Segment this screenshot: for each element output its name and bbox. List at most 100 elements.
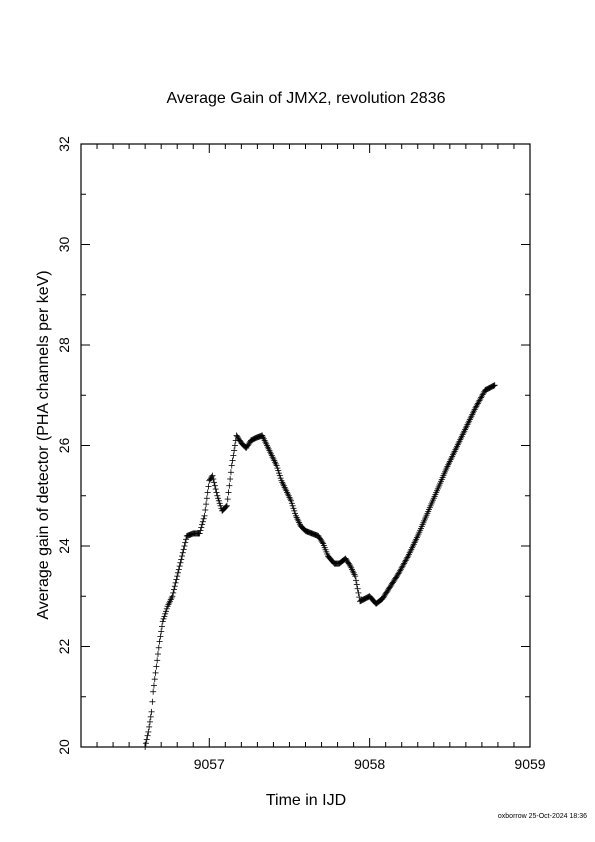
data-point (230, 452, 237, 459)
data-point (181, 543, 188, 549)
data-point (156, 638, 163, 645)
data-point (214, 492, 221, 499)
data-point (143, 736, 150, 743)
data-point (354, 585, 361, 592)
data-point (157, 633, 164, 640)
data-point (146, 723, 153, 730)
data-point (171, 586, 178, 593)
data-point (175, 566, 182, 573)
data-point (216, 500, 223, 507)
data-point (176, 563, 183, 570)
data-point (170, 589, 177, 596)
data-point (276, 472, 283, 479)
data-point (153, 663, 160, 670)
data-point (145, 728, 152, 735)
data-point (183, 536, 190, 543)
data-point (152, 669, 159, 676)
data-point (155, 644, 162, 651)
data-point (289, 502, 296, 509)
x-tick-label: 9057 (194, 756, 225, 772)
data-point (159, 618, 166, 625)
data-point (177, 559, 184, 566)
data-point (144, 732, 151, 739)
data-point (199, 521, 206, 528)
data-point (223, 503, 230, 510)
data-point (199, 518, 206, 525)
data-point (202, 506, 209, 513)
data-point (353, 581, 360, 588)
x-axis-label: Time in IJD (266, 792, 346, 809)
data-point (210, 476, 217, 482)
data-point (215, 497, 222, 504)
data-point (169, 593, 176, 600)
data-point (276, 470, 283, 477)
data-point (160, 615, 167, 622)
data-point (163, 605, 170, 612)
y-axis-label: Average gain of detector (PHA channels p… (35, 270, 52, 619)
x-tick-label: 9058 (354, 756, 385, 772)
data-point (355, 589, 362, 596)
y-tick-label: 28 (56, 337, 72, 353)
data-point (213, 489, 220, 496)
data-point (209, 472, 216, 479)
data-point (198, 524, 205, 531)
data-point (171, 583, 178, 590)
data-point (288, 497, 295, 504)
data-point (158, 628, 165, 635)
data-point (490, 382, 497, 389)
data-point (178, 556, 185, 563)
data-point (147, 713, 154, 720)
data-point (353, 577, 360, 584)
data-point (203, 501, 210, 508)
y-tick-label: 30 (56, 237, 72, 253)
data-point (217, 502, 224, 509)
data-point (274, 465, 281, 472)
data-point (231, 447, 238, 454)
data-point (154, 657, 161, 664)
data-point (182, 539, 189, 546)
y-tick-label: 32 (56, 136, 72, 152)
data-point (201, 512, 208, 519)
data-point (224, 496, 231, 503)
data-point (150, 688, 157, 695)
data-point (154, 651, 161, 658)
data-point (205, 483, 212, 490)
x-tick-label: 9059 (514, 756, 545, 772)
data-point (148, 708, 155, 715)
y-tick-label: 26 (56, 438, 72, 454)
data-point (319, 539, 326, 546)
data-point (150, 682, 157, 689)
data-point (288, 500, 295, 507)
data-point (146, 718, 153, 725)
data-point (291, 507, 298, 514)
data-point (161, 613, 168, 620)
data-point (227, 469, 234, 476)
data-point (277, 475, 284, 482)
footer-credit: oxborrow 25-Oct-2024 18:36 (498, 813, 587, 820)
data-point (180, 546, 187, 553)
data-point (228, 462, 235, 469)
data-point (275, 467, 282, 474)
y-tick-label: 20 (56, 739, 72, 755)
data-point (149, 698, 156, 705)
data-point (179, 549, 186, 556)
data-point (200, 515, 207, 522)
chart-title: Average Gain of JMX2, revolution 2836 (167, 90, 446, 107)
y-tick-label: 24 (56, 538, 72, 554)
data-point (203, 495, 210, 502)
data-point (290, 505, 297, 512)
data-point (175, 569, 182, 576)
data-point (197, 527, 204, 534)
data-point (229, 457, 236, 464)
data-point (196, 530, 203, 537)
data-point (151, 676, 158, 683)
data-point (292, 510, 299, 517)
data-point (162, 608, 169, 615)
data-point (225, 489, 232, 496)
data-point (231, 442, 238, 449)
data-point (174, 573, 181, 580)
data-point (142, 744, 149, 750)
data-point (273, 462, 280, 469)
data-point (173, 576, 180, 583)
